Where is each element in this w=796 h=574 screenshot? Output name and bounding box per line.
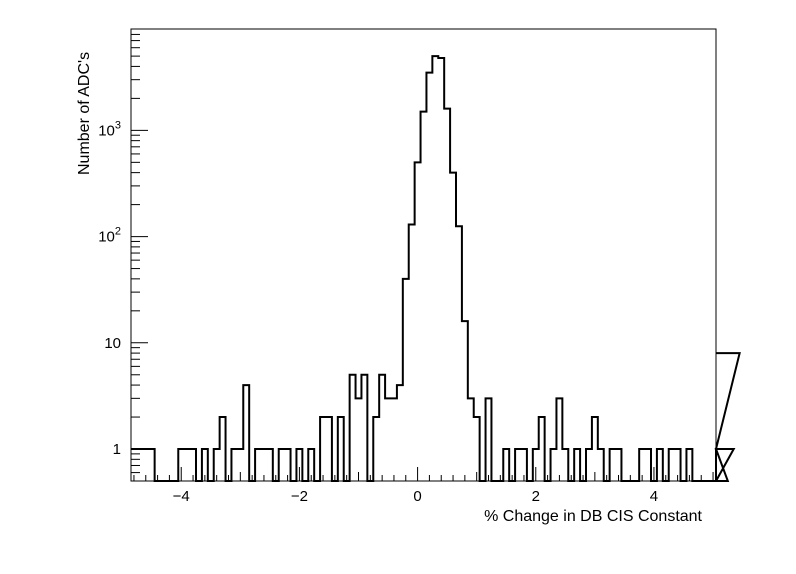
plot-frame — [130, 28, 717, 482]
x-tick-label: 0 — [413, 488, 421, 505]
x-tick-label: −2 — [291, 488, 308, 505]
histogram-bin — [397, 385, 403, 481]
y-tick-labels: 1 10 102 103 — [98, 119, 121, 458]
histogram-bin — [184, 449, 190, 481]
histogram-bin — [426, 73, 432, 481]
histogram-bin — [356, 398, 362, 481]
y-tick-label: 103 — [98, 119, 121, 139]
y-tick-label: 1 — [113, 441, 121, 458]
y-axis-title: Number of ADC's — [76, 52, 93, 175]
histogram-bin — [432, 56, 438, 481]
x-tick-label: −4 — [173, 488, 190, 505]
x-axis-title: % Change in DB CIS Constant — [484, 508, 702, 525]
x-tick-label: 4 — [650, 488, 658, 505]
histogram-bin — [421, 112, 427, 481]
histogram-bin — [391, 398, 397, 481]
axis-ticks — [131, 28, 714, 482]
y-tick-label: 10 — [104, 335, 121, 352]
histogram-bins — [131, 56, 692, 481]
histogram-bin — [438, 58, 444, 481]
histogram-bin — [385, 398, 391, 481]
x-tick-label: 2 — [532, 488, 540, 505]
x-tick-labels: −4 −2 0 2 4 — [173, 488, 658, 505]
y-tick-label: 102 — [98, 226, 121, 246]
histogram-outline — [131, 55, 741, 482]
